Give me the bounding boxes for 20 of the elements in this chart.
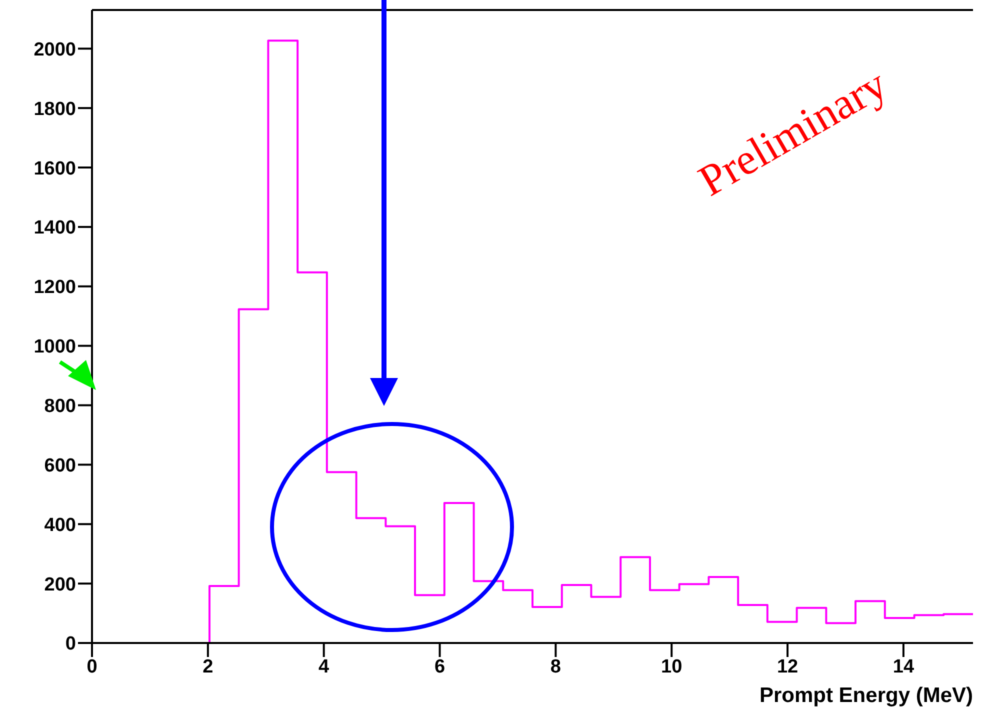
x-axis-title: Prompt Energy (MeV) — [759, 684, 973, 707]
x-tick-label: 8 — [550, 656, 561, 678]
y-tick-label: 600 — [44, 455, 76, 476]
y-tick-label: 800 — [44, 396, 76, 417]
x-tick-label: 4 — [318, 656, 330, 678]
x-tick-label: 14 — [892, 656, 914, 678]
x-tick-label: 2 — [202, 656, 214, 678]
y-tick-label: 0 — [65, 634, 76, 655]
y-tick-label: 1000 — [34, 336, 76, 358]
y-tick-label: 1800 — [34, 98, 76, 120]
x-tick-label: 10 — [661, 656, 682, 678]
y-tick-label: 1400 — [34, 218, 76, 239]
y-tick-label: 400 — [44, 514, 76, 536]
x-tick-label: 6 — [434, 656, 446, 678]
x-tick-label: 12 — [776, 656, 798, 678]
x-tick-label: 0 — [86, 656, 98, 678]
y-tick-label: 1200 — [34, 277, 76, 298]
y-tick-label: 200 — [44, 574, 76, 596]
y-tick-label: 1600 — [34, 158, 76, 180]
y-tick-label: 2000 — [34, 39, 76, 60]
